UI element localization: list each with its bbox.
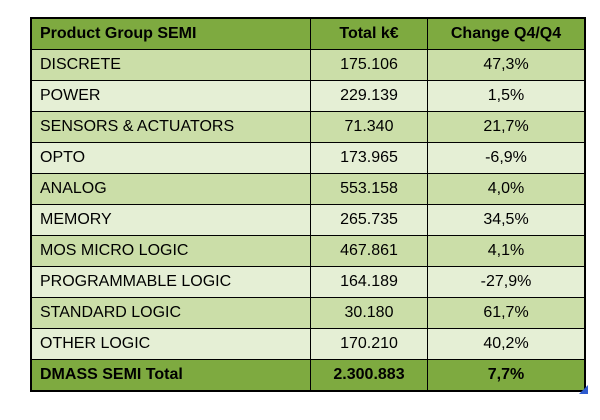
cell-product-group-total[interactable]: DMASS SEMI Total xyxy=(30,359,311,392)
cell-total-keur[interactable]: 175.106 xyxy=(310,49,428,81)
cell-product-group[interactable]: PROGRAMMABLE LOGIC xyxy=(30,266,311,298)
cell-product-group[interactable]: DISCRETE xyxy=(30,49,311,81)
cell-product-group[interactable]: SENSORS & ACTUATORS xyxy=(30,111,311,143)
table-row: POWER 229.139 1,5% xyxy=(30,80,586,112)
table-row: STANDARD LOGIC 30.180 61,7% xyxy=(30,297,586,329)
cell-change-pct[interactable]: 21,7% xyxy=(427,111,586,143)
cell-total-keur[interactable]: 170.210 xyxy=(310,328,428,360)
cell-product-group[interactable]: POWER xyxy=(30,80,311,112)
cell-product-group[interactable]: OPTO xyxy=(30,142,311,174)
cell-change-pct[interactable]: 40,2% xyxy=(427,328,586,360)
header-row: Product Group SEMI Total k€ Change Q4/Q4 xyxy=(30,17,586,50)
semi-data-table-wrap: Product Group SEMI Total k€ Change Q4/Q4… xyxy=(30,17,588,394)
cell-change-pct[interactable]: 1,5% xyxy=(427,80,586,112)
cell-change-pct[interactable]: 4,1% xyxy=(427,235,586,267)
cell-total-keur[interactable]: 467.861 xyxy=(310,235,428,267)
cell-change-pct[interactable]: 47,3% xyxy=(427,49,586,81)
table-row: ANALOG 553.158 4,0% xyxy=(30,173,586,205)
cell-total-keur[interactable]: 265.735 xyxy=(310,204,428,236)
semi-data-table: Product Group SEMI Total k€ Change Q4/Q4… xyxy=(30,17,586,392)
cell-change-pct[interactable]: 34,5% xyxy=(427,204,586,236)
cell-product-group[interactable]: ANALOG xyxy=(30,173,311,205)
cell-change-pct[interactable]: -27,9% xyxy=(427,266,586,298)
col-header-total-keur[interactable]: Total k€ xyxy=(310,17,428,50)
total-row: DMASS SEMI Total 2.300.883 7,7% xyxy=(30,359,586,392)
cell-total-keur[interactable]: 164.189 xyxy=(310,266,428,298)
cell-product-group[interactable]: MOS MICRO LOGIC xyxy=(30,235,311,267)
table-row: MEMORY 265.735 34,5% xyxy=(30,204,586,236)
table-row: DISCRETE 175.106 47,3% xyxy=(30,49,586,81)
col-header-product-group[interactable]: Product Group SEMI xyxy=(30,17,311,50)
cell-change-pct[interactable]: 61,7% xyxy=(427,297,586,329)
cell-change-pct[interactable]: 4,0% xyxy=(427,173,586,205)
cell-total-keur[interactable]: 553.158 xyxy=(310,173,428,205)
cell-product-group[interactable]: OTHER LOGIC xyxy=(30,328,311,360)
table-row: OPTO 173.965 -6,9% xyxy=(30,142,586,174)
table-row: PROGRAMMABLE LOGIC 164.189 -27,9% xyxy=(30,266,586,298)
cell-change-pct[interactable]: -6,9% xyxy=(427,142,586,174)
table-row: OTHER LOGIC 170.210 40,2% xyxy=(30,328,586,360)
cell-total-keur[interactable]: 30.180 xyxy=(310,297,428,329)
cell-total-keur[interactable]: 173.965 xyxy=(310,142,428,174)
fill-handle-icon[interactable] xyxy=(579,385,588,394)
cell-total-keur[interactable]: 71.340 xyxy=(310,111,428,143)
cell-product-group[interactable]: MEMORY xyxy=(30,204,311,236)
col-header-change-q4-q4[interactable]: Change Q4/Q4 xyxy=(427,17,586,50)
table-row: MOS MICRO LOGIC 467.861 4,1% xyxy=(30,235,586,267)
cell-total-keur-total[interactable]: 2.300.883 xyxy=(310,359,428,392)
cell-change-pct-total[interactable]: 7,7% xyxy=(427,359,586,392)
cell-total-keur[interactable]: 229.139 xyxy=(310,80,428,112)
cell-product-group[interactable]: STANDARD LOGIC xyxy=(30,297,311,329)
table-row: SENSORS & ACTUATORS 71.340 21,7% xyxy=(30,111,586,143)
